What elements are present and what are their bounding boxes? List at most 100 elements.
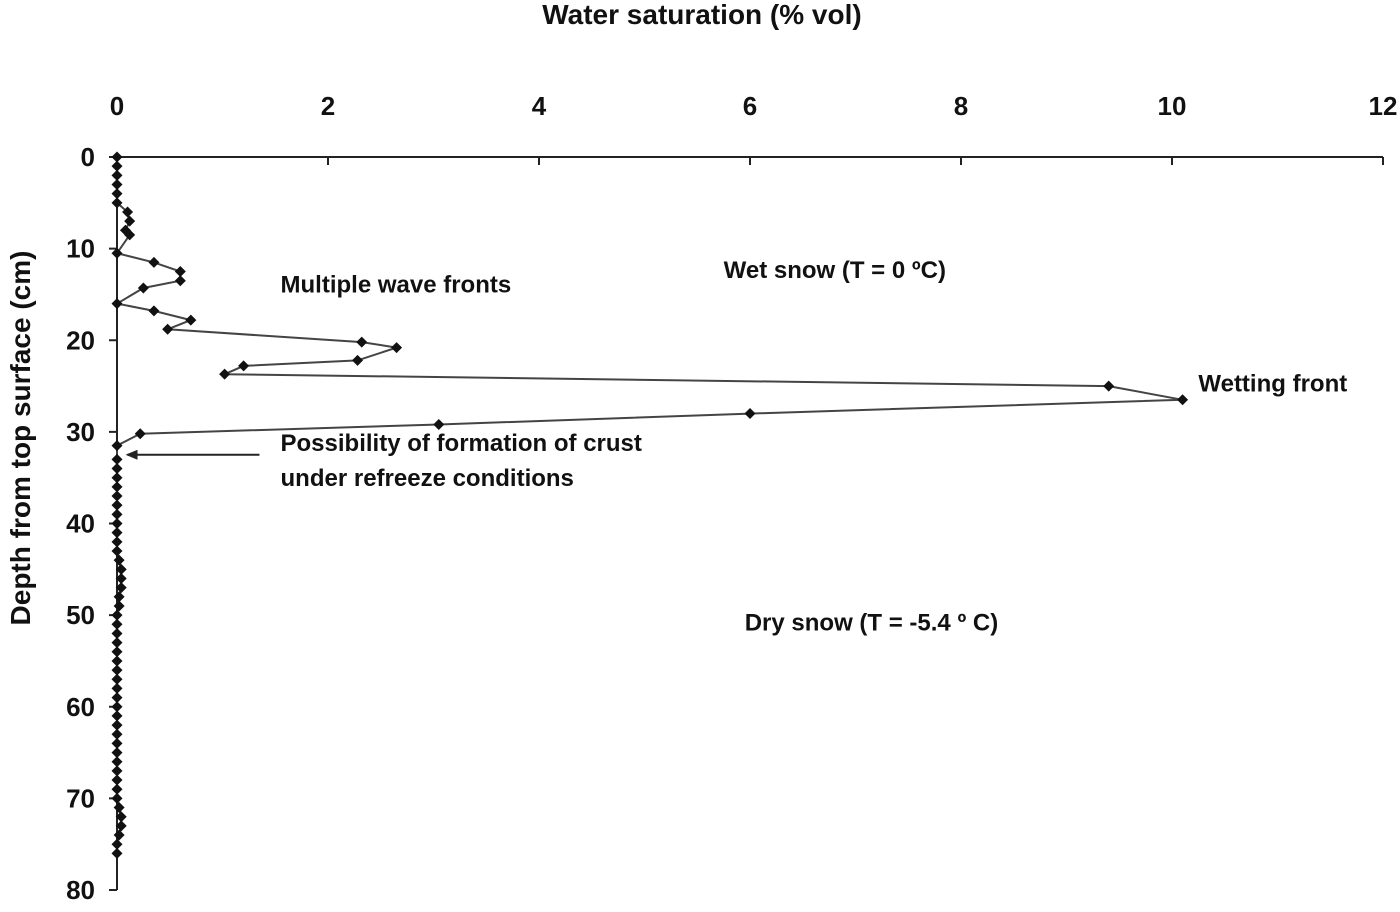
- data-point: [238, 360, 250, 372]
- data-point: [113, 802, 125, 814]
- data-point: [111, 682, 123, 694]
- data-point: [111, 728, 123, 740]
- data-point: [115, 563, 127, 575]
- data-point: [111, 664, 123, 676]
- data-point: [356, 336, 368, 348]
- data-point: [137, 282, 149, 294]
- annotation-wet-snow: Wet snow (T = 0 ºC): [724, 257, 946, 284]
- x-tick-label: 0: [110, 91, 124, 121]
- data-point: [111, 646, 123, 658]
- data-point: [148, 305, 160, 317]
- x-tick-label: 12: [1369, 91, 1398, 121]
- data-point: [115, 820, 127, 832]
- data-point: [115, 811, 127, 823]
- y-axis-ticks: 0 10 20 30 40 50 60 70 80: [66, 142, 117, 905]
- y-tick-label: 80: [66, 875, 95, 905]
- data-point: [111, 247, 123, 259]
- data-point: [111, 719, 123, 731]
- data-point: [162, 323, 174, 335]
- x-axis-ticks: 0 2 4 6 8 10 12: [110, 91, 1398, 165]
- data-point: [111, 536, 123, 548]
- data-point: [111, 463, 123, 475]
- x-tick-label: 8: [954, 91, 968, 121]
- y-tick-label: 70: [66, 783, 95, 813]
- data-point: [111, 197, 123, 209]
- data-point: [111, 774, 123, 786]
- data-point: [111, 440, 123, 452]
- annotations-group: Multiple wave fronts Wet snow (T = 0 ºC) W…: [125, 257, 1347, 637]
- data-point: [111, 747, 123, 759]
- data-point: [111, 545, 123, 557]
- data-point: [111, 481, 123, 493]
- data-point: [111, 499, 123, 511]
- y-tick-label: 60: [66, 692, 95, 722]
- data-point: [111, 692, 123, 704]
- annotation-multiple-wave-fronts: Multiple wave fronts: [281, 272, 512, 299]
- data-point: [124, 215, 136, 227]
- data-point: [111, 701, 123, 713]
- data-point: [111, 609, 123, 621]
- data-point: [113, 591, 125, 603]
- data-point: [113, 600, 125, 612]
- data-point: [111, 655, 123, 667]
- data-point: [111, 490, 123, 502]
- y-tick-label: 50: [66, 600, 95, 630]
- data-point: [111, 453, 123, 465]
- annotation-crust-line2: under refreeze conditions: [281, 465, 574, 492]
- data-point: [111, 508, 123, 520]
- data-point: [111, 518, 123, 529]
- data-point: [111, 838, 123, 850]
- data-point: [111, 792, 123, 804]
- annotation-crust-line1: Possibility of formation of crust: [281, 430, 642, 457]
- data-point: [124, 229, 136, 241]
- y-tick-label: 20: [66, 325, 95, 355]
- y-axis-title: Depth from top surface (cm): [5, 251, 36, 626]
- data-point: [111, 637, 123, 649]
- annotation-wetting-front: Wetting front: [1198, 371, 1347, 398]
- x-tick-label: 4: [532, 91, 547, 121]
- data-point: [111, 169, 123, 181]
- data-point: [185, 314, 197, 326]
- data-point: [744, 408, 756, 420]
- data-point: [111, 737, 123, 749]
- data-point: [174, 266, 186, 278]
- data-point: [111, 627, 123, 639]
- data-point: [113, 829, 125, 841]
- series-line: [114, 157, 1183, 854]
- data-point: [115, 572, 127, 584]
- data-point: [111, 527, 123, 539]
- data-point: [111, 160, 123, 172]
- data-point: [148, 256, 160, 268]
- data-point: [115, 582, 127, 594]
- x-axis-title: Water saturation (% vol): [542, 0, 861, 30]
- x-tick-label: 2: [321, 91, 335, 121]
- data-point: [219, 368, 231, 380]
- data-point: [111, 673, 123, 685]
- y-tick-label: 10: [66, 234, 95, 264]
- data-point: [111, 178, 123, 190]
- data-point: [111, 765, 123, 777]
- data-point: [111, 188, 123, 200]
- data-point: [122, 206, 134, 218]
- y-tick-label: 40: [66, 509, 95, 539]
- data-point: [134, 428, 146, 440]
- data-point: [111, 151, 123, 163]
- data-point: [352, 354, 364, 366]
- data-point: [111, 618, 123, 630]
- x-tick-label: 10: [1158, 91, 1187, 121]
- data-point: [111, 756, 123, 768]
- data-point: [433, 419, 445, 431]
- series-group: [111, 151, 1189, 859]
- annotation-dry-snow: Dry snow (T = -5.4 º C): [745, 610, 998, 637]
- data-point: [1177, 394, 1189, 406]
- data-point: [111, 298, 123, 310]
- y-tick-label: 0: [81, 142, 95, 172]
- data-point: [1103, 380, 1115, 392]
- y-tick-label: 30: [66, 417, 95, 447]
- data-point: [111, 710, 123, 722]
- data-point: [111, 472, 123, 484]
- data-point: [174, 275, 186, 287]
- data-point: [391, 342, 403, 354]
- data-point: [111, 847, 123, 859]
